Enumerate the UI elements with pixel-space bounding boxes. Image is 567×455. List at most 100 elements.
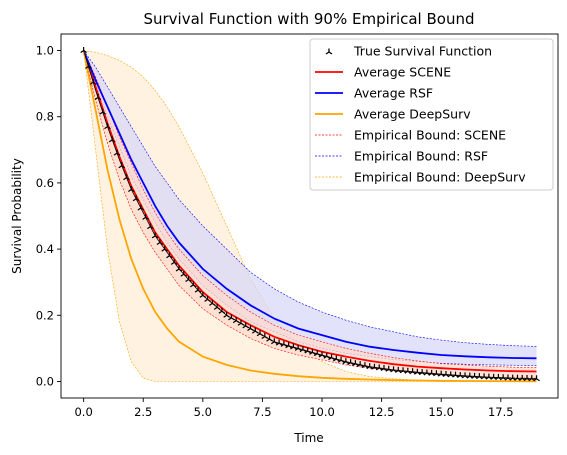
true-survival-marker — [266, 335, 273, 342]
true-survival-marker — [352, 360, 359, 367]
true-survival-marker — [237, 319, 245, 326]
x-axis-ticks: 0.0 2.5 5.0 7.5 10.0 12.5 15.0 17.5 — [74, 398, 514, 419]
true-survival-marker — [204, 295, 211, 302]
x-tick-label: 15.0 — [428, 405, 454, 419]
empirical-bound-scene-legend-label: Empirical Bound: SCENE — [354, 128, 506, 143]
true-survival-marker — [242, 322, 250, 329]
y-tick-label: 0.6 — [36, 176, 54, 190]
true-survival-marker — [189, 281, 197, 288]
legend-box — [309, 38, 554, 191]
true-survival-marker — [156, 238, 164, 245]
empirical-bound-rsf-upper-line — [83, 50, 537, 347]
y-tick-label: 0.4 — [36, 242, 54, 256]
true-survival-marker — [89, 78, 97, 85]
true-survival-marker — [251, 327, 259, 334]
x-tick-label: 0.0 — [74, 405, 92, 419]
y-tick-label: 0.8 — [36, 110, 54, 124]
average-scene-legend-label: Average SCENE — [354, 65, 451, 80]
true-survival-marker — [137, 204, 145, 211]
true-survival-marker — [180, 270, 188, 277]
empirical-bound-rsf-legend-label: Empirical Bound: RSF — [354, 149, 488, 164]
true-survival-function-legend-swatch — [325, 48, 333, 55]
true-survival-marker — [332, 355, 340, 362]
y-tick-label: 0.0 — [36, 374, 54, 388]
x-tick-label: 7.5 — [253, 405, 271, 419]
true-survival-marker — [194, 286, 202, 293]
empirical-bound-deepsurv-legend-label: Empirical Bound: DeepSurv — [354, 170, 526, 185]
true-survival-marker — [218, 307, 226, 314]
average-rsf-legend-label: Average RSF — [354, 86, 433, 101]
true-survival-marker — [275, 339, 283, 346]
true-survival-marker — [285, 342, 292, 349]
true-survival-marker — [232, 317, 240, 324]
true-survival-marker — [185, 276, 192, 283]
chart-title: Survival Function with 90% Empirical Bou… — [143, 10, 474, 28]
true-survival-marker — [80, 47, 87, 54]
x-tick-label: 2.5 — [134, 405, 152, 419]
true-survival-marker — [151, 232, 159, 239]
true-survival-marker — [113, 149, 121, 156]
empirical-bound-scene-lower-line — [83, 50, 537, 379]
true-survival-marker — [256, 330, 264, 337]
y-tick-label: 1.0 — [36, 44, 54, 58]
true-survival-marker — [337, 356, 345, 363]
average-scene-line — [82, 50, 537, 373]
true-survival-marker — [318, 351, 326, 358]
true-survival-marker — [309, 348, 316, 355]
true-survival-marker — [142, 213, 149, 220]
true-survival-marker — [209, 299, 216, 306]
true-survival-marker — [347, 359, 354, 366]
x-axis-label: Time — [293, 431, 323, 445]
y-tick-label: 0.2 — [36, 308, 54, 322]
average-rsf-line — [82, 50, 537, 360]
true-survival-marker — [170, 258, 178, 265]
true-survival-marker — [323, 352, 331, 359]
empirical-bound-rsf-fill — [83, 50, 537, 366]
true-survival-marker — [147, 223, 154, 230]
x-tick-label: 10.0 — [309, 405, 335, 419]
true-survival-marker — [118, 162, 126, 169]
true-survival-marker — [294, 344, 302, 351]
true-survival-marker — [123, 174, 130, 181]
true-survival-marker — [313, 350, 321, 357]
true-survival-marker — [94, 94, 102, 101]
true-survival-marker — [533, 375, 540, 382]
true-survival-marker — [299, 346, 307, 353]
true-survival-marker — [280, 340, 288, 347]
empirical-bound-scene-upper-line — [83, 50, 537, 368]
true-survival-marker — [247, 325, 254, 332]
true-survival-marker — [223, 311, 230, 318]
average-deepsurv-line — [82, 50, 537, 383]
true-survival-marker — [85, 62, 92, 69]
true-survival-marker — [161, 245, 169, 252]
true-survival-marker — [127, 186, 135, 193]
x-tick-label: 17.5 — [488, 405, 514, 419]
y-axis-ticks: 0.0 0.2 0.4 0.6 0.8 1.0 — [36, 44, 61, 388]
true-survival-marker — [132, 195, 140, 202]
true-survival-marker — [356, 361, 364, 368]
true-survival-marker — [228, 314, 235, 321]
average-lines — [82, 50, 537, 383]
true-survival-marker — [166, 252, 173, 259]
plot-frame — [60, 33, 559, 399]
true-survival-marker — [104, 123, 111, 130]
x-tick-label: 12.5 — [369, 405, 395, 419]
true-survival-marker — [261, 332, 269, 339]
true-survival-function-legend-label: True Survival Function — [353, 44, 492, 59]
true-survival-marker — [213, 303, 221, 310]
true-survival-marker — [290, 343, 297, 350]
true-survival-marker — [342, 358, 350, 365]
true-survival-marker — [175, 265, 183, 272]
true-survival-marker — [271, 338, 278, 345]
true-survival-marker — [99, 108, 107, 115]
true-survival-markers — [80, 47, 540, 382]
true-survival-marker — [199, 291, 207, 298]
average-deepsurv-legend-label: Average DeepSurv — [354, 107, 471, 122]
empirical-bound-rsf-lower-line — [83, 50, 537, 366]
y-axis-label: Survival Probability — [10, 158, 24, 274]
true-survival-marker — [304, 347, 312, 354]
true-survival-marker — [328, 354, 335, 361]
empirical-bound-scene-fill — [83, 50, 537, 379]
true-survival-marker — [108, 136, 116, 143]
